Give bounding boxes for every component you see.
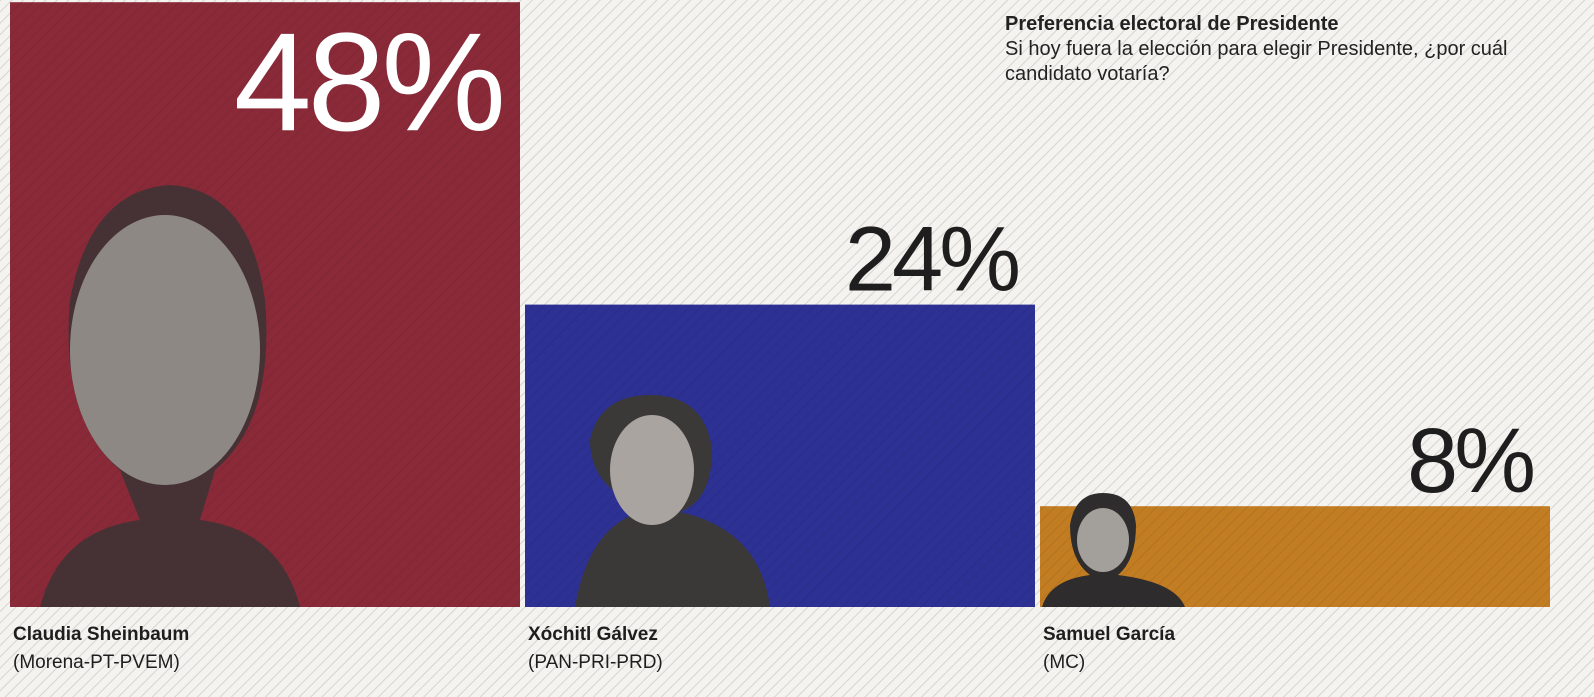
photo-face — [610, 415, 694, 525]
party-label: (MC) — [1043, 652, 1085, 673]
photos — [40, 185, 1185, 607]
category-label: Samuel García — [1043, 624, 1175, 645]
party-label: (PAN-PRI-PRD) — [528, 652, 663, 673]
photo-face — [70, 215, 260, 485]
party-label: (Morena-PT-PVEM) — [13, 652, 180, 673]
photo-face — [1077, 508, 1129, 572]
value-label: 24% — [845, 209, 1018, 311]
category-label: Claudia Sheinbaum — [13, 624, 189, 645]
value-label: 48% — [234, 3, 502, 160]
chart-title: Preferencia electoral de Presidente — [1005, 13, 1339, 35]
header: Preferencia electoral de Presidente Si h… — [1005, 12, 1525, 87]
value-label: 8% — [1407, 410, 1533, 512]
chart-subtitle: Si hoy fuera la elección para elegir Pre… — [1005, 38, 1508, 85]
category-label: Xóchitl Gálvez — [528, 624, 658, 645]
